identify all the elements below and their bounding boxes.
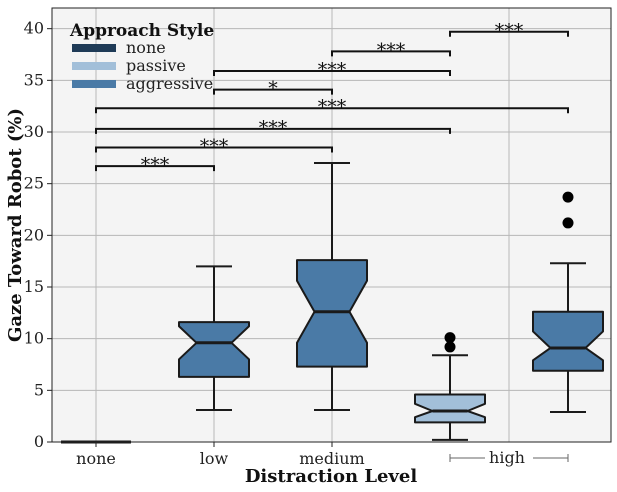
outlier-point <box>444 332 456 344</box>
bracket-line <box>95 146 333 153</box>
bracket-line <box>95 165 215 172</box>
box-body <box>532 310 604 372</box>
box-body <box>414 393 486 424</box>
boxes <box>61 162 604 444</box>
significance-label: *** <box>495 20 524 42</box>
x-tick-labels: none low medium high <box>76 442 569 468</box>
x-tick-label-low: low <box>200 449 229 468</box>
box-low-aggressive <box>178 265 250 411</box>
y-tick-label: 20 <box>24 225 44 244</box>
bracket-line <box>95 127 451 134</box>
significance-bracket: *** <box>95 117 451 139</box>
legend-label: none <box>126 38 166 57</box>
legend-swatch <box>72 62 116 70</box>
bracket-line <box>95 107 569 114</box>
significance-label: *** <box>259 117 288 139</box>
y-tick-label: 10 <box>24 329 44 348</box>
y-tick-label: 0 <box>34 432 44 451</box>
significance-label: *** <box>200 136 229 158</box>
legend-swatch <box>72 44 116 52</box>
y-tick-label: 30 <box>24 122 44 141</box>
x-tick-label-none: none <box>76 449 116 468</box>
box-high-aggressive <box>532 191 604 414</box>
legend-label: passive <box>126 56 186 75</box>
x-axis-label: Distraction Level <box>245 466 418 487</box>
significance-bracket: *** <box>95 96 569 118</box>
y-tick-label: 25 <box>24 174 44 193</box>
legend-label: aggressive <box>126 74 213 93</box>
box-high-passive <box>414 332 486 441</box>
box-body <box>296 259 368 368</box>
y-tick-label: 5 <box>34 380 44 399</box>
y-tick-label: 35 <box>24 70 44 89</box>
bracket-line <box>213 88 333 95</box>
significance-bracket: *** <box>449 20 569 42</box>
significance-label: * <box>268 78 278 100</box>
significance-bracket: *** <box>95 136 333 158</box>
outlier-point <box>444 341 456 353</box>
outlier-point <box>562 191 574 203</box>
significance-label: *** <box>141 154 170 176</box>
bracket-line <box>449 30 569 37</box>
significance-brackets: ********************** <box>95 20 569 176</box>
box-medium-aggressive <box>296 162 368 411</box>
y-tick-label: 40 <box>24 19 44 38</box>
y-tick-labels: 0 5 10 15 20 25 30 35 40 <box>24 19 52 451</box>
significance-label: *** <box>377 39 406 61</box>
legend-swatch <box>72 80 116 88</box>
bracket-line <box>213 70 451 77</box>
significance-bracket: *** <box>331 39 451 61</box>
significance-bracket: * <box>213 78 333 100</box>
outlier-point <box>562 217 574 229</box>
legend-entry-none: none <box>72 38 166 57</box>
significance-bracket: *** <box>213 59 451 81</box>
x-tick-label-medium: medium <box>299 449 364 468</box>
legend-title: Approach Style <box>69 21 214 41</box>
x-tick-label-high: high <box>489 448 525 467</box>
legend-entry-passive: passive <box>72 56 186 75</box>
box-body <box>178 321 250 378</box>
y-axis-label: Gaze Toward Robot (%) <box>5 108 26 342</box>
significance-bracket: *** <box>95 154 215 176</box>
bracket-line <box>331 50 451 57</box>
y-tick-label: 15 <box>24 277 44 296</box>
significance-label: *** <box>318 96 347 118</box>
legend-entry-aggressive: aggressive <box>72 74 213 93</box>
significance-label: *** <box>318 59 347 81</box>
